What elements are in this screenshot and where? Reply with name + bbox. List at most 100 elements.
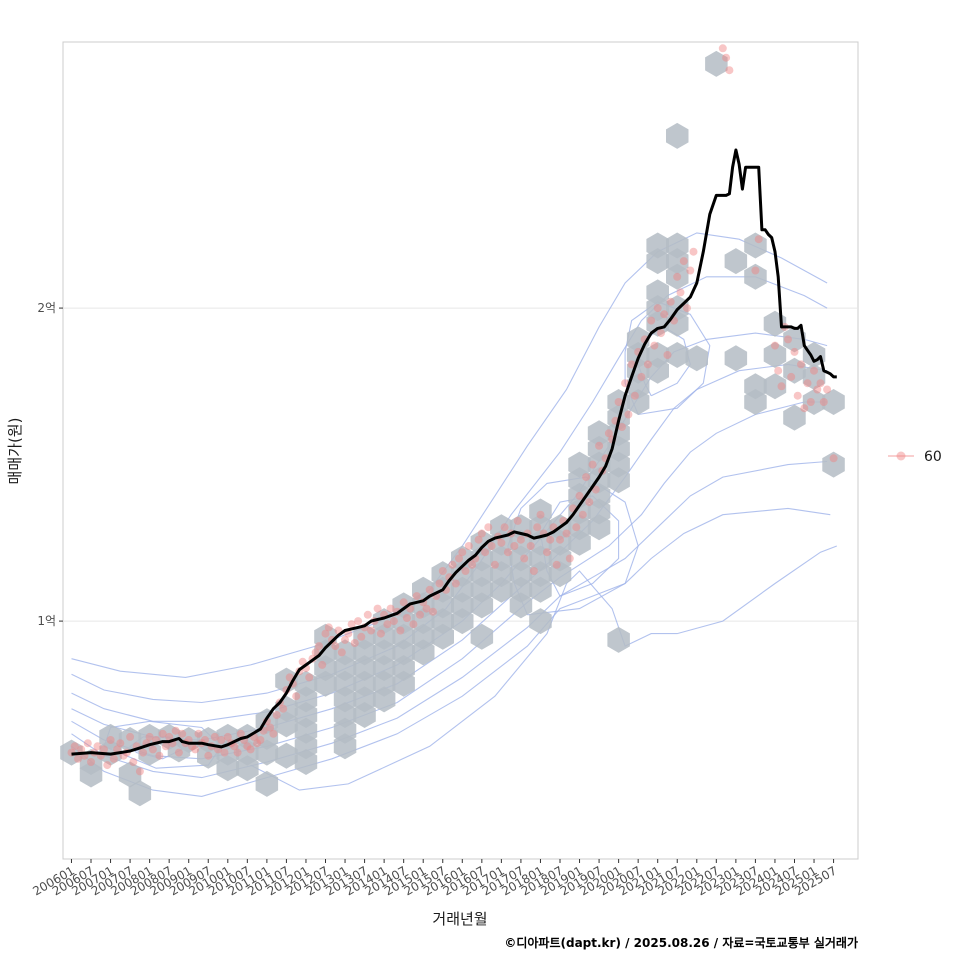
data-point [246,745,255,754]
data-point [272,711,281,719]
hex-bin [822,389,845,415]
data-point [487,542,496,550]
hex-bin [646,357,669,384]
data-point [595,441,604,450]
data-point [666,297,675,306]
data-point [204,751,213,760]
data-point [771,341,779,350]
data-point [438,567,447,575]
data-point [510,542,519,550]
hex-bin [666,342,689,368]
data-point [819,398,828,406]
data-point [800,404,809,413]
data-point [435,579,444,588]
data-point [74,754,82,763]
data-point [529,567,538,575]
hex-bin [412,639,435,666]
hex-bin [666,122,689,149]
data-point [386,604,395,613]
data-point [793,391,802,400]
contour-line [250,545,837,791]
hex-bin [685,345,708,372]
data-point [93,742,102,751]
data-point [777,382,786,391]
contour-line [71,460,828,779]
data-point [266,723,275,732]
hex-bin [548,561,572,588]
data-point [429,607,437,616]
data-point [389,617,398,626]
y-axis-title: 매매가(원) [6,418,24,485]
data-point [409,620,418,629]
data-point [458,548,467,557]
y-tick-label: 2억 [37,301,56,315]
hex-bin [509,592,533,619]
data-point [497,538,506,547]
data-point [223,732,232,741]
data-point [145,732,154,741]
data-point [643,360,652,369]
hex-bin [724,345,748,372]
y-axis: 1억 2억 [37,301,63,628]
hex-bin [333,733,357,760]
data-point [751,266,760,275]
data-point [230,742,239,751]
data-point [474,535,483,544]
hex-bin [353,702,376,728]
hex-bin [177,727,200,753]
data-point [269,729,278,738]
data-point [129,758,138,766]
data-point [582,473,591,482]
data-point [520,554,529,563]
hex-bin [470,592,494,619]
data-point [396,626,405,635]
data-point [315,642,323,651]
data-point [354,617,363,626]
hex-bin [587,514,611,541]
data-point [624,410,633,419]
hex-bin [275,667,298,694]
data-point [217,736,226,744]
data-point [253,739,262,748]
hex-bin [197,742,220,769]
data-point [536,510,545,519]
data-point [663,351,672,359]
data-point [806,398,815,406]
hex-bin [783,404,806,431]
hex-bin [607,626,630,653]
trend-line [71,148,837,756]
hex-bin [529,608,552,635]
data-point [464,542,473,550]
hex-bin [275,711,298,738]
data-point [321,629,330,638]
data-point [552,560,561,569]
data-point [285,673,294,682]
hex-bin [763,373,787,400]
data-point [490,560,499,569]
data-point [784,335,792,344]
data-point [376,629,385,638]
data-point [813,385,822,394]
data-point [77,745,86,754]
data-point [513,516,522,525]
data-point [220,748,229,757]
hex-bin [372,686,396,713]
hex-bins [60,50,845,807]
data-point [236,729,245,738]
data-point [109,754,118,763]
data-point [367,626,376,635]
data-point [546,535,555,544]
data-point [233,748,242,757]
data-point [350,639,359,647]
hex-bin [236,755,259,782]
trend-path [71,148,837,756]
data-point [614,398,623,406]
data-point [627,360,636,369]
caption: ©디아파트(dapt.kr) / 2025.08.26 / 자료=국토교통부 실… [504,935,858,950]
data-point [139,748,148,757]
data-point [87,758,95,766]
hex-bin [646,310,669,337]
legend-point [896,451,906,461]
hex-bin [529,576,552,603]
